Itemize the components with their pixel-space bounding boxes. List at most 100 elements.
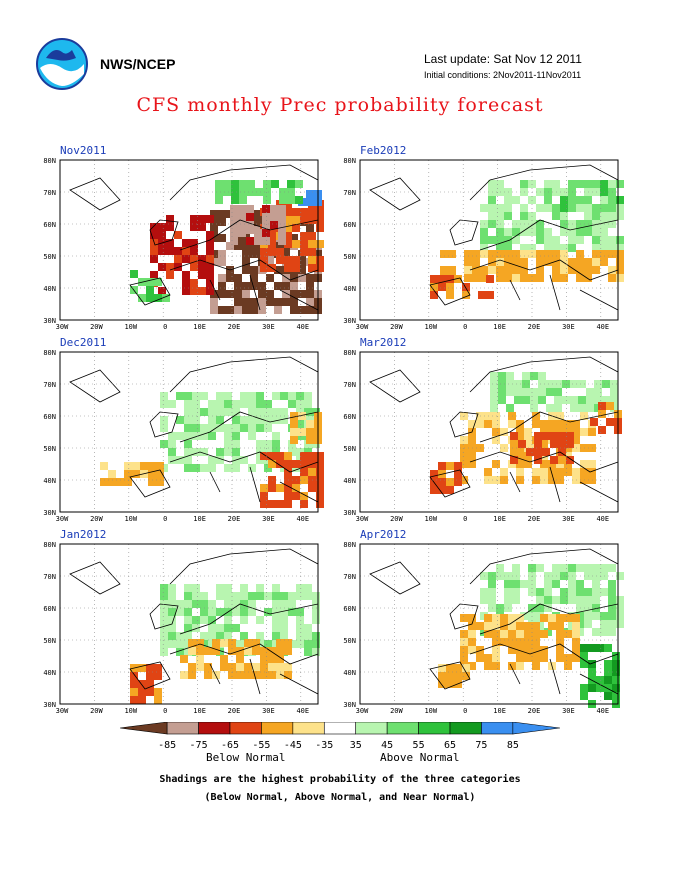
shading-cell [616,244,624,252]
lat-label: 50N [343,445,356,453]
shading-cell [262,221,270,229]
shading-cell [546,404,554,412]
shading-cell [248,432,256,440]
lon-label: 10W [424,515,437,523]
shading-cell [512,274,520,282]
shading-cell [446,283,454,291]
shading-cell [146,294,154,302]
shading-cell [218,258,226,266]
shading-cell [576,588,584,596]
shading-cell [248,424,256,432]
shading-cell [308,232,316,240]
shading-cell [584,196,592,204]
shading-cell [568,588,576,596]
shading-cell [512,588,520,596]
shading-cell [504,236,512,244]
shading-cell [504,274,512,282]
shading-cell [216,416,224,424]
shading-cell [274,282,282,290]
shading-cell [600,228,608,236]
shading-cell [468,452,476,460]
shading-cell [498,396,506,404]
shading-cell [308,452,316,460]
shading-cell [300,460,308,468]
shading-cell [268,500,276,508]
shading-cell [576,228,584,236]
shading-cell [592,612,600,620]
shading-cell [522,380,530,388]
shading-cell [468,622,476,630]
shading-cell [200,592,208,600]
shading-cell [279,196,287,204]
shading-cell [188,639,196,647]
lat-label: 60N [43,221,56,229]
shading-cell [616,212,624,220]
shading-cell [176,392,184,400]
shading-cell [124,470,132,478]
lon-label: 0 [163,515,167,523]
shading-cell [536,596,544,604]
shading-cell [298,412,306,420]
shading-cell [600,588,608,596]
shading-cell [462,291,470,299]
shading-cell [282,298,290,306]
shading-cell [200,448,208,456]
shading-cell [244,671,252,679]
shading-cell [232,416,240,424]
shading-cell [290,306,298,314]
shading-cell [514,380,522,388]
shading-cell [224,584,232,592]
shading-cell [210,306,218,314]
legend-swatch [418,721,451,735]
shading-cell [276,647,284,655]
shading-cell [296,584,304,592]
shading-cell [468,638,476,646]
shading-cell [504,196,512,204]
shading-cell [218,218,226,226]
shading-cell [168,600,176,608]
shading-cell [200,424,208,432]
lon-label: 20W [390,707,403,715]
shading-cell [184,600,192,608]
shading-cell [244,647,252,655]
shading-cell [262,237,270,245]
shading-cell [568,228,576,236]
shading-cell [480,274,488,282]
shading-cell [438,680,446,688]
noaa-logo-icon [36,38,88,90]
shading-cell [580,660,588,668]
shading-cell [230,221,238,229]
shading-cell [232,432,240,440]
lat-label: 50N [343,253,356,261]
shading-cell [594,388,602,396]
shading-cell [430,486,438,494]
shading-cell [208,416,216,424]
shading-cell [588,428,596,436]
shading-cell [168,616,176,624]
lon-label: 0 [163,323,167,331]
shading-cell [184,408,192,416]
shading-cell [538,380,546,388]
coastline [69,164,319,311]
shading-cell [138,688,146,696]
shading-cell [182,279,190,287]
shading-cell [272,608,280,616]
shading-cell [206,287,214,295]
shading-cell [270,205,278,213]
shading-cell [560,258,568,266]
shading-cell [184,448,192,456]
shading-cell [292,240,300,248]
shading-cell [148,478,156,486]
shading-cell [272,592,280,600]
shading-cell [584,620,592,628]
map-frame [359,543,619,705]
shading-cell [484,630,492,638]
shading-cell [504,588,512,596]
shading-cell [608,596,616,604]
shading-cell [536,250,544,258]
shading-cell [242,250,250,258]
shading-cell [288,400,296,408]
shading-cell [168,440,176,448]
shading-cell [168,448,176,456]
